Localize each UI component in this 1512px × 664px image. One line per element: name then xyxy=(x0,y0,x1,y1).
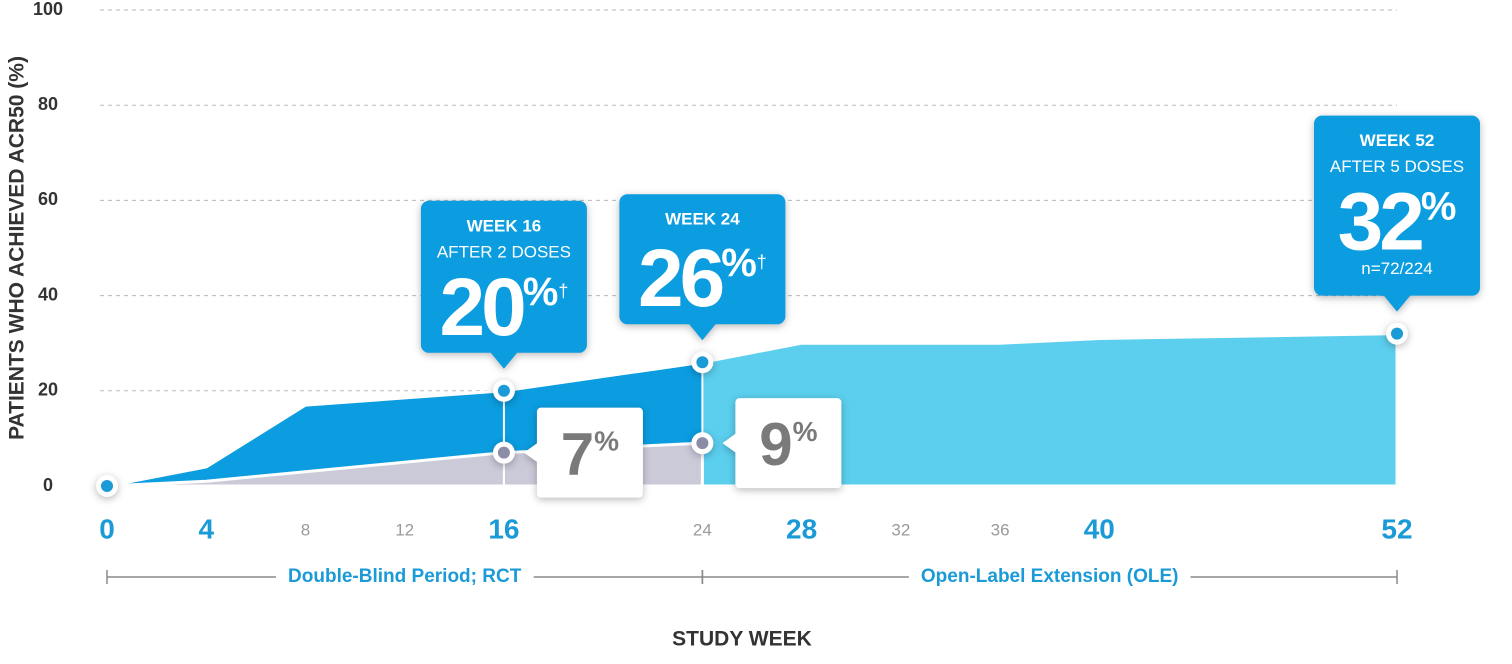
value-label-unit: % xyxy=(793,416,818,447)
callout-value: 32% xyxy=(1338,177,1457,268)
value-box-rect xyxy=(735,398,842,489)
callout-pointer xyxy=(688,323,717,341)
callout-pointer xyxy=(489,351,518,369)
period-label-bg xyxy=(276,564,534,590)
point xyxy=(101,480,113,492)
x-tick-label: 24 xyxy=(693,520,712,539)
value-label: 9% xyxy=(759,411,817,478)
value-label-unit: % xyxy=(594,426,619,457)
point xyxy=(497,446,510,459)
callout-title: WEEK 16 xyxy=(467,216,542,235)
point xyxy=(696,356,709,369)
value-box: 9% xyxy=(722,398,842,489)
y-axis-title: PATIENTS WHO ACHIEVED ACR50 (%) xyxy=(6,56,29,440)
x-tick-label: 52 xyxy=(1381,513,1412,544)
x-tick-label: 16 xyxy=(488,513,519,544)
y-tick-label: 0 xyxy=(43,475,53,495)
x-axis-title: STUDY WEEK xyxy=(672,628,812,651)
x-tick-label: 12 xyxy=(395,520,414,539)
period-label: Double-Blind Period; RCT xyxy=(288,566,522,587)
value-box-pointer xyxy=(523,442,538,463)
x-tick-label: 8 xyxy=(301,520,310,539)
callout-title: WEEK 24 xyxy=(665,210,740,229)
period-label-bg xyxy=(908,564,1191,590)
callout-box xyxy=(420,200,587,353)
callout-note: n=72/224 xyxy=(1361,259,1432,278)
callout-box xyxy=(1314,115,1480,296)
point xyxy=(1391,327,1403,340)
period-label: Open-Label Extension (OLE) xyxy=(921,566,1179,587)
x-tick-label: 36 xyxy=(991,520,1010,539)
callout-value-number: 26 xyxy=(638,233,723,324)
y-tick-label: 60 xyxy=(38,189,58,209)
callout: WEEK 24 26%† xyxy=(619,194,786,341)
callout-box xyxy=(619,194,786,325)
x-tick-label: 28 xyxy=(786,513,817,544)
value-label: 7% xyxy=(561,421,619,488)
x-tick-label: 32 xyxy=(891,520,910,539)
point xyxy=(497,384,510,397)
callout-subtitle: AFTER 5 DOSES xyxy=(1330,157,1464,176)
value-label-number: 7 xyxy=(561,421,594,488)
callout-value: 20%† xyxy=(440,262,569,353)
value-label-number: 9 xyxy=(759,411,792,478)
point xyxy=(696,437,709,450)
x-tick-label: 40 xyxy=(1084,513,1115,544)
callout-mark: † xyxy=(757,252,767,272)
callout-value: 26%† xyxy=(638,233,767,324)
x-tick-label: 4 xyxy=(198,513,214,544)
callout-value-unit: % xyxy=(523,270,559,314)
y-tick-label: 80 xyxy=(38,94,58,114)
callout-value-number: 32 xyxy=(1338,177,1423,268)
callout-pointer xyxy=(1383,294,1411,312)
callout-value-unit: % xyxy=(1421,185,1457,229)
x-tick-label: 0 xyxy=(99,513,115,544)
y-tick-label: 40 xyxy=(38,284,58,304)
value-box-rect xyxy=(536,407,643,498)
value-box-pointer xyxy=(722,433,737,454)
callout-value-number: 20 xyxy=(440,262,525,353)
y-tick-label: 20 xyxy=(38,380,58,400)
y-tick-label: 100 xyxy=(33,0,63,19)
callout-value-unit: % xyxy=(721,241,757,285)
callout-mark: † xyxy=(558,281,568,301)
callout-subtitle: AFTER 2 DOSES xyxy=(437,242,571,261)
callout-title: WEEK 52 xyxy=(1360,131,1435,150)
value-box: 7% xyxy=(523,407,643,498)
